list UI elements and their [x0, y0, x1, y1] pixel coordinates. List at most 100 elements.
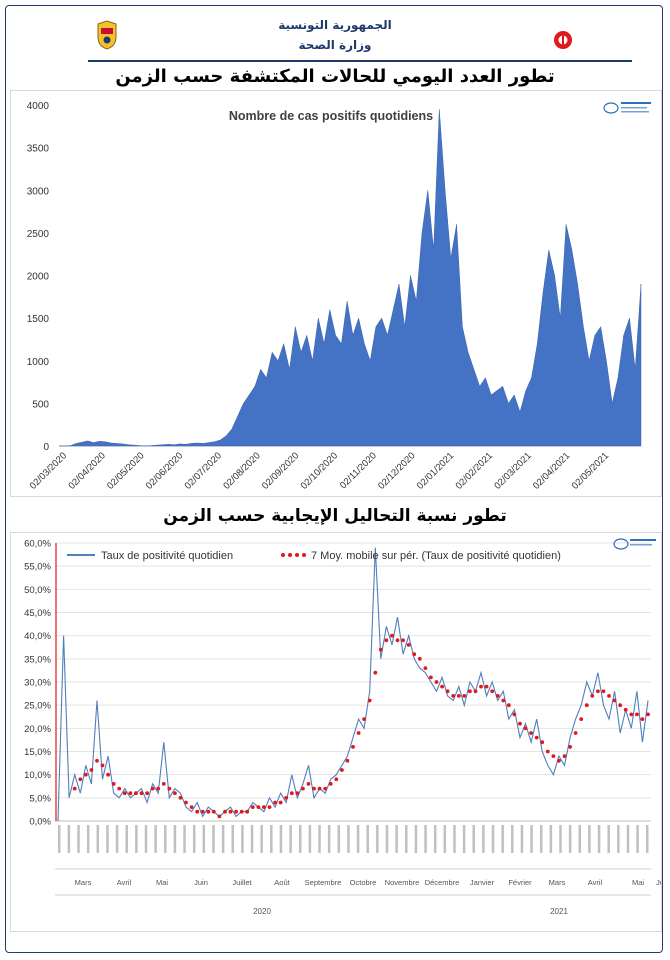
source-logo-1: [603, 102, 651, 114]
moving-average-point: [484, 684, 489, 689]
chart1-title: تطور العدد اليومي للحالات المكتشفة حسب ا…: [115, 66, 555, 87]
moving-average-point: [646, 712, 650, 717]
moving-average-point: [351, 745, 355, 749]
moving-average-point: [629, 712, 634, 717]
chart2-title: تطور نسبة التحاليل الإيجابية حسب الزمن: [163, 506, 507, 526]
x-date-tick: [453, 825, 456, 853]
x-date-tick: [144, 825, 148, 853]
moving-average-point: [128, 791, 133, 796]
y-tick-label: 10,0%: [24, 770, 51, 781]
x-date-tick: [135, 825, 138, 853]
y-tick-label: 4000: [27, 101, 50, 112]
moving-average-point: [512, 712, 517, 717]
moving-average-point: [640, 717, 645, 721]
x-date-tick: [636, 825, 639, 853]
moving-average-point: [601, 689, 606, 694]
y-tick-label: 3000: [27, 186, 50, 197]
y-tick-label: 55,0%: [24, 562, 51, 573]
x-date-tick: [597, 825, 601, 853]
x-date-tick: [289, 825, 292, 853]
month-label: Août: [274, 878, 290, 887]
x-tick-label: 02/07/2020: [183, 450, 224, 491]
moving-average-point: [534, 735, 539, 740]
x-date-tick: [125, 825, 128, 853]
x-date-tick: [347, 825, 350, 853]
moving-average-point: [161, 782, 166, 786]
moving-average-point: [423, 666, 428, 670]
y-tick-label: 2000: [27, 272, 50, 283]
moving-average-point: [412, 652, 417, 657]
x-date-tick: [424, 825, 427, 853]
moving-average-point: [590, 694, 595, 698]
y-tick-label: 35,0%: [24, 654, 51, 665]
moving-average-point: [334, 777, 339, 782]
month-label: Septembre: [305, 878, 342, 887]
y-tick-label: 60,0%: [24, 539, 51, 550]
moving-average-point: [384, 638, 389, 643]
moving-average-point: [239, 809, 244, 814]
moving-average-point: [529, 731, 533, 735]
x-date-tick: [385, 825, 389, 853]
moving-average-point: [501, 698, 506, 703]
positivity-rate-svg: 0,0% 5,0% 10,0% 15,0% 20,0% 25,0% 30,0% 35,0% 40…: [24, 538, 664, 916]
chart2-legend: Taux de positivité quotidien 7 Moy. mobi…: [67, 550, 561, 562]
x-tick-label: 02/09/2020: [260, 450, 301, 491]
moving-average-point: [378, 647, 383, 652]
x-date-tick: [270, 825, 273, 853]
moving-average-point: [323, 786, 328, 791]
x-date-tick: [154, 825, 157, 853]
x-tick-label: 02/08/2020: [221, 450, 262, 491]
x-date-tick: [173, 825, 177, 853]
health-ministry-logo: [554, 31, 572, 49]
moving-average-point: [607, 694, 611, 698]
month-label: Octobre: [350, 878, 377, 887]
x-date-tick: [58, 825, 61, 853]
tunisia-coat-of-arms-logo: [97, 20, 117, 50]
x-date-tick: [250, 825, 254, 853]
moving-average-point: [579, 717, 584, 721]
republic-name: الجمهورية التونسية: [278, 18, 392, 32]
moving-average-point: [134, 791, 138, 796]
x-date-tick: [86, 825, 90, 853]
month-label: Février: [508, 878, 532, 887]
moving-average-point: [156, 786, 161, 791]
moving-average-point: [545, 749, 550, 754]
moving-average-point: [211, 809, 216, 814]
moving-average-point: [284, 795, 289, 800]
x-date-tick: [414, 825, 418, 853]
x-date-tick: [115, 825, 119, 853]
x-tick-label: 02/02/2021: [454, 450, 495, 491]
x-date-tick: [395, 825, 398, 853]
moving-average-point: [206, 809, 211, 814]
x-date-tick: [77, 825, 80, 853]
moving-average-point: [362, 717, 366, 721]
moving-average-point: [557, 758, 561, 763]
y-tick-label: 25,0%: [24, 701, 51, 712]
x-tick-label: 02/10/2020: [299, 450, 340, 491]
x-tick-label: 02/03/2020: [28, 450, 69, 491]
y-tick-label: 2500: [27, 229, 50, 240]
moving-average-point: [551, 754, 556, 758]
moving-average-point: [479, 684, 483, 689]
moving-average-point: [100, 763, 105, 768]
x-date-tick: [559, 825, 562, 853]
moving-average-point: [328, 782, 333, 786]
y-tick-label: 50,0%: [24, 585, 51, 596]
moving-average-point: [83, 772, 88, 777]
moving-average-point: [184, 800, 188, 805]
x-date-tick: [192, 825, 196, 853]
x-date-tick: [337, 825, 341, 853]
moving-average-point: [568, 745, 572, 749]
source-logo-2: [613, 538, 656, 550]
moving-average-point: [139, 791, 144, 796]
moving-average-point: [273, 800, 277, 805]
y-tick-label: 1000: [27, 357, 50, 368]
x-date-tick: [626, 825, 630, 853]
x-tick-label: 02/05/2020: [105, 450, 146, 491]
moving-average-point: [262, 805, 266, 809]
x-date-tick: [308, 825, 312, 853]
legend-dots-swatch: [281, 553, 306, 557]
x-date-tick: [607, 825, 610, 853]
chart1-inner-title: Nombre de cas positifs quotidiens: [229, 109, 433, 123]
